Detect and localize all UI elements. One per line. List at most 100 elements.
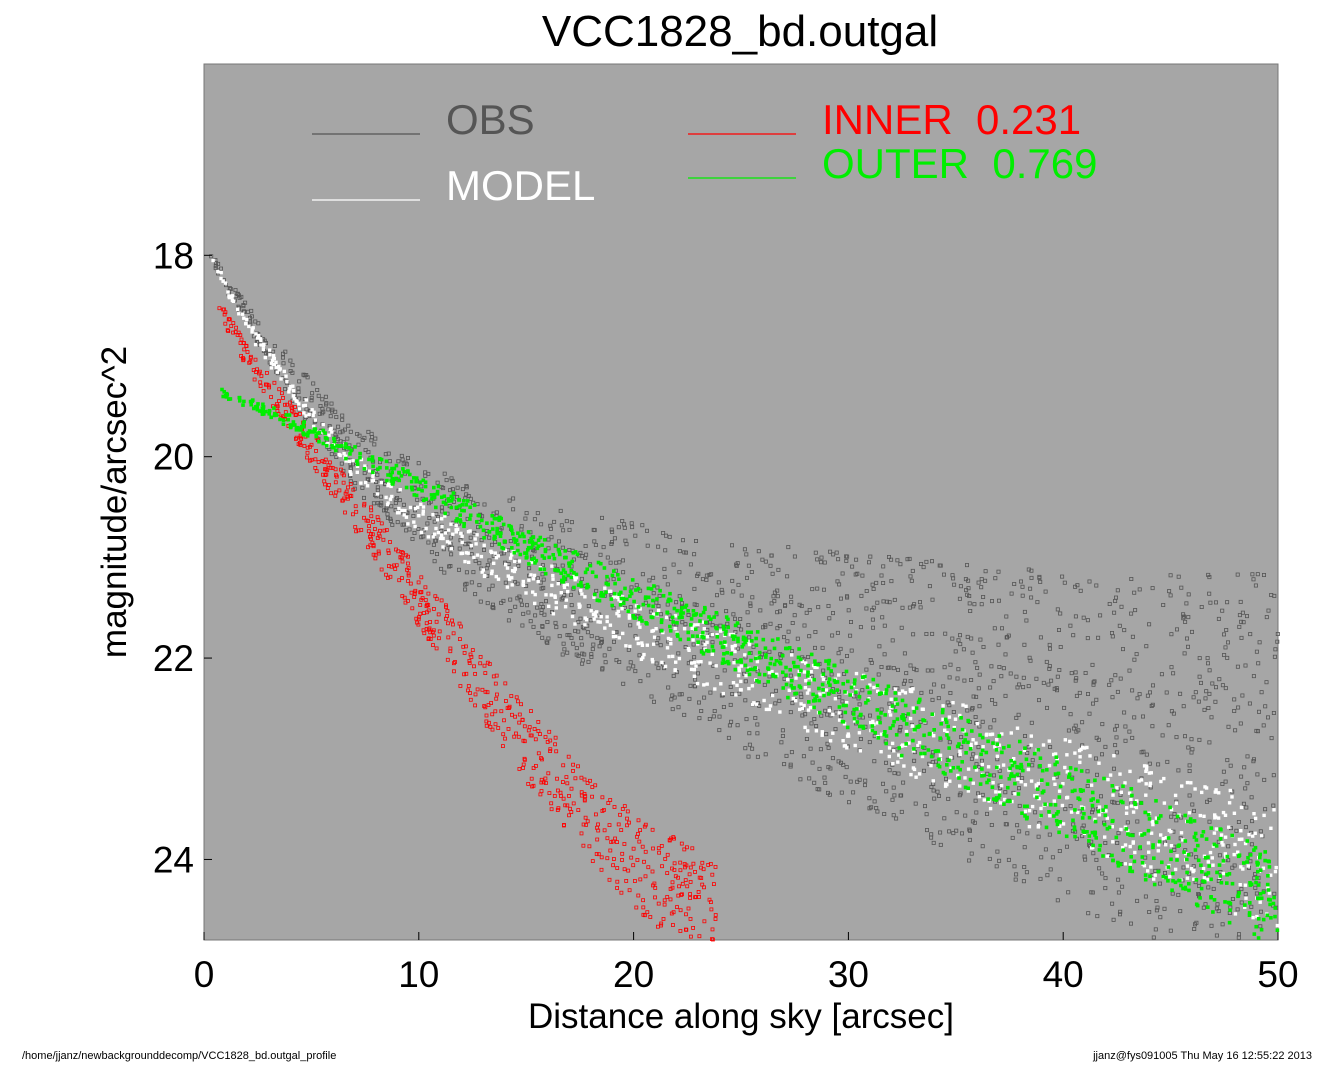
data-point <box>1186 853 1191 857</box>
data-point <box>626 647 631 652</box>
data-point <box>1273 647 1278 652</box>
data-point <box>1110 784 1115 788</box>
data-point <box>1050 855 1055 860</box>
data-point <box>390 494 394 499</box>
data-point <box>561 596 566 601</box>
data-point <box>763 752 768 757</box>
data-point <box>872 799 877 804</box>
data-point <box>511 507 516 512</box>
data-point <box>1068 766 1073 770</box>
data-point <box>709 617 713 621</box>
data-point <box>613 836 617 841</box>
data-point <box>813 645 818 650</box>
data-point <box>682 712 687 717</box>
data-point <box>375 492 380 496</box>
data-point <box>389 504 394 509</box>
data-point <box>398 555 403 560</box>
data-point <box>308 444 312 449</box>
data-point <box>627 888 632 893</box>
data-point <box>785 639 790 644</box>
data-point <box>473 703 478 708</box>
data-point <box>1193 690 1198 695</box>
data-point <box>770 571 775 576</box>
data-point <box>1151 683 1156 688</box>
data-point <box>1212 842 1217 847</box>
data-point <box>515 581 520 586</box>
data-point <box>431 542 436 547</box>
data-point <box>281 361 286 366</box>
data-point <box>969 636 974 641</box>
data-point <box>723 640 727 644</box>
data-point <box>316 393 321 398</box>
data-point <box>1254 924 1259 929</box>
data-point <box>1003 693 1008 698</box>
data-point <box>231 330 236 335</box>
data-point <box>328 414 333 419</box>
data-point <box>601 545 606 550</box>
data-point <box>305 433 310 438</box>
data-point <box>581 822 586 827</box>
data-point <box>286 417 290 422</box>
data-point <box>1256 917 1261 921</box>
data-point <box>1225 600 1230 605</box>
data-point <box>1129 921 1134 926</box>
data-point <box>746 754 751 759</box>
data-point <box>809 652 814 657</box>
data-point <box>674 600 679 605</box>
data-points-layer <box>209 254 1280 942</box>
data-point <box>1131 841 1135 845</box>
data-point <box>1030 758 1035 763</box>
data-point <box>590 785 595 789</box>
data-point <box>473 558 478 563</box>
data-point <box>1154 820 1159 825</box>
data-point <box>919 690 924 695</box>
data-point <box>1232 811 1237 815</box>
data-point <box>562 647 567 652</box>
data-point <box>814 694 819 699</box>
data-point <box>1187 811 1192 815</box>
data-point <box>509 546 514 550</box>
data-point <box>1130 793 1134 798</box>
data-point <box>493 551 497 555</box>
data-point <box>864 667 869 672</box>
data-point <box>843 690 847 694</box>
data-point <box>663 664 668 669</box>
data-point <box>949 755 953 760</box>
data-point <box>1135 799 1139 803</box>
data-point <box>1244 896 1248 900</box>
data-point <box>325 468 330 473</box>
data-point <box>432 519 437 524</box>
data-point <box>1258 900 1262 904</box>
data-point <box>878 720 882 725</box>
data-point <box>1139 801 1144 805</box>
data-point <box>659 921 664 926</box>
data-point <box>1060 574 1065 579</box>
data-point <box>371 474 375 479</box>
data-point <box>824 688 829 692</box>
data-point <box>494 556 499 560</box>
y-axis-label: magnitude/arcsec^2 <box>95 346 134 658</box>
data-point <box>404 515 409 519</box>
data-point <box>651 575 656 580</box>
data-point <box>290 363 295 368</box>
data-point <box>720 661 725 665</box>
data-point <box>871 605 876 610</box>
data-point <box>655 612 659 616</box>
data-point <box>379 567 384 572</box>
data-point <box>810 760 815 765</box>
data-point <box>820 682 825 687</box>
data-point <box>540 554 545 558</box>
data-point <box>890 704 895 708</box>
data-point <box>445 621 450 626</box>
data-point <box>1201 866 1206 871</box>
data-point <box>931 788 936 793</box>
data-point <box>841 703 846 708</box>
data-point <box>367 469 372 473</box>
data-point <box>222 312 227 317</box>
data-point <box>798 685 803 690</box>
data-point <box>475 687 480 692</box>
data-point <box>1192 927 1197 932</box>
data-point <box>329 426 333 431</box>
data-point <box>333 480 338 485</box>
data-point <box>1026 567 1031 572</box>
